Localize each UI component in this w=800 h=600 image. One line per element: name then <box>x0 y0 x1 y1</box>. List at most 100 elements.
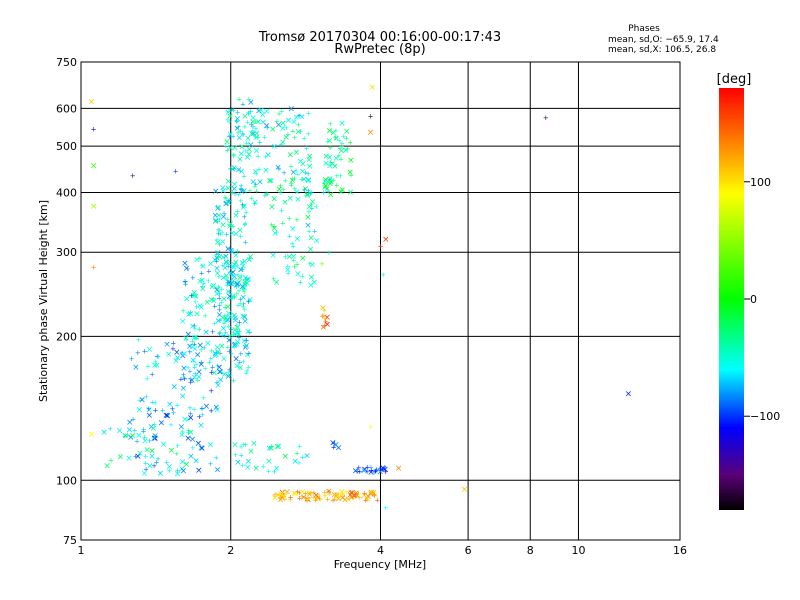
data-point: × <box>219 187 227 197</box>
data-point: × <box>225 372 233 382</box>
data-point: × <box>226 279 234 289</box>
data-point: × <box>117 453 125 463</box>
data-point: + <box>178 376 184 384</box>
data-point: × <box>214 466 222 476</box>
data-point: × <box>339 490 347 500</box>
data-point: × <box>189 322 197 332</box>
data-point: × <box>292 489 300 499</box>
data-point: + <box>312 497 318 505</box>
data-point: × <box>202 328 210 338</box>
data-point: + <box>227 366 233 374</box>
data-point: + <box>335 491 341 499</box>
data-point: + <box>226 107 232 115</box>
data-point: + <box>378 242 384 250</box>
data-point: + <box>208 407 214 415</box>
data-point: + <box>318 496 324 504</box>
data-point: + <box>323 318 329 326</box>
data-point: × <box>227 279 235 289</box>
data-point: × <box>293 113 301 123</box>
data-point: × <box>223 199 231 209</box>
data-point: + <box>373 467 379 475</box>
data-point: + <box>240 358 246 366</box>
data-point: × <box>307 245 315 255</box>
data-point: + <box>194 335 200 343</box>
data-point: + <box>241 441 247 449</box>
data-point: + <box>330 497 336 505</box>
data-point: + <box>141 425 147 433</box>
data-point: + <box>328 158 334 166</box>
data-point: + <box>202 312 208 320</box>
x-tick-labels: 1 2 4 6 8 10 16 <box>78 544 688 557</box>
data-point: + <box>371 492 377 500</box>
data-point: × <box>293 187 301 197</box>
data-point: + <box>288 180 294 188</box>
data-point: + <box>313 203 319 211</box>
data-point: × <box>171 382 179 392</box>
data-point: × <box>231 261 239 271</box>
data-point: + <box>298 279 304 287</box>
data-point: × <box>148 446 156 456</box>
data-point: × <box>231 325 239 335</box>
data-point: + <box>130 172 136 180</box>
data-point: × <box>138 395 146 405</box>
data-point: × <box>312 491 320 501</box>
data-point: × <box>274 443 282 453</box>
data-point: + <box>170 345 176 353</box>
data-point: × <box>192 292 200 302</box>
data-point: × <box>250 439 258 449</box>
data-point: + <box>190 444 196 452</box>
data-point: + <box>246 297 252 305</box>
data-point: × <box>351 492 359 502</box>
data-point: + <box>226 133 232 141</box>
data-point: × <box>304 221 312 231</box>
data-point: + <box>240 461 246 469</box>
x-tick-label: 1 <box>78 544 85 557</box>
data-point: × <box>255 106 263 116</box>
data-point: + <box>186 426 192 434</box>
colorbar-tick-label: 0 <box>750 293 757 306</box>
data-point: + <box>199 262 205 270</box>
data-point: × <box>275 120 283 130</box>
data-point: + <box>147 437 153 445</box>
data-point: × <box>234 328 242 338</box>
data-point: × <box>150 424 158 434</box>
data-point: + <box>169 405 175 413</box>
data-point: + <box>225 216 231 224</box>
data-point: + <box>221 209 227 217</box>
data-point: + <box>142 347 148 355</box>
data-point: × <box>222 314 230 324</box>
data-point: × <box>222 252 230 262</box>
data-point: × <box>231 440 239 450</box>
data-point: × <box>132 363 140 373</box>
data-point: + <box>215 218 221 226</box>
data-point: + <box>285 131 291 139</box>
data-point: × <box>234 458 242 468</box>
data-point: + <box>248 107 254 115</box>
data-point: + <box>235 330 241 338</box>
data-point: × <box>335 494 343 504</box>
data-point: + <box>202 364 208 372</box>
data-point: + <box>217 316 223 324</box>
y-tick-label: 500 <box>56 140 77 153</box>
data-point: + <box>332 495 338 503</box>
data-point: + <box>239 265 245 273</box>
data-point: × <box>146 462 154 472</box>
data-point: + <box>241 213 247 221</box>
data-point: + <box>187 368 193 376</box>
data-point: + <box>212 302 218 310</box>
data-point: + <box>206 358 212 366</box>
data-point: + <box>312 228 318 236</box>
data-point: + <box>228 165 234 173</box>
data-point: + <box>132 426 138 434</box>
data-point: + <box>234 117 240 125</box>
data-point: + <box>164 459 170 467</box>
data-point: × <box>158 418 166 428</box>
data-point: + <box>216 273 222 281</box>
data-point: + <box>229 106 235 114</box>
data-point: × <box>323 313 331 323</box>
data-point: × <box>240 337 248 347</box>
data-point: + <box>224 230 230 238</box>
data-point: + <box>307 260 313 268</box>
data-point: + <box>302 186 308 194</box>
data-point: × <box>240 201 248 211</box>
